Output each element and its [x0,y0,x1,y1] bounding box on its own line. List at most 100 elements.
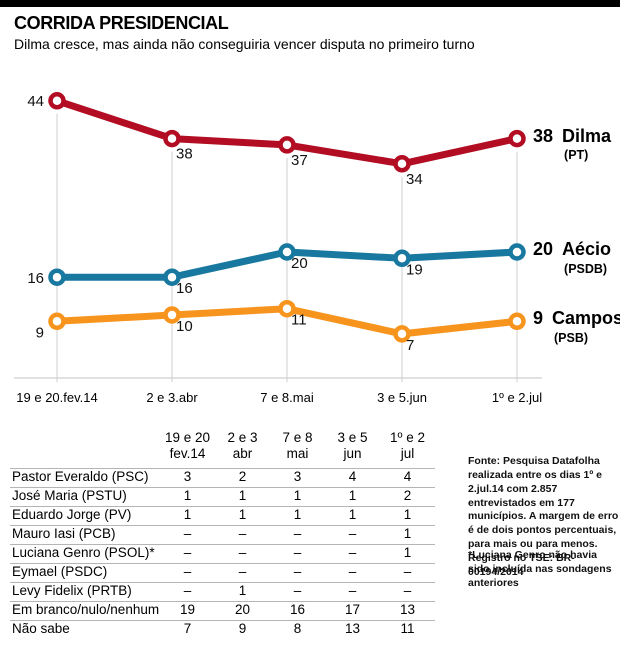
data-point-label: 20 [291,255,308,272]
table-row: José Maria (PSTU) 1 1 1 1 2 [10,486,435,506]
data-point [508,129,526,148]
x-axis-label: 3 e 5.jun [377,390,427,405]
table-cell: – [325,524,380,544]
candidate-label: Luciana Genro (PSOL)* [10,543,160,563]
table-cell: – [160,543,215,563]
data-point [508,312,526,331]
series-party: (PSDB) [564,261,608,276]
table-cell: – [215,562,270,582]
data-point-label: 38 [176,146,193,163]
table-cell: 19 [160,600,215,620]
table-cell: 1 [270,505,325,525]
table-row: Mauro Iasi (PCB) – – – –1 [10,524,435,544]
table-row: Pastor Everaldo (PSC) 3 2 3 4 4 [10,467,435,487]
table-cell: 1 [215,486,270,506]
series-label-Aécio: 20 Aécio (PSDB) [533,239,612,277]
table-col-header: 2 e 3 abr [227,430,258,462]
table-cell: 4 [380,467,435,487]
x-axis-label: 2 e 3.abr [146,390,198,405]
table-cell: – [270,543,325,563]
table-cell: 13 [380,600,435,620]
table-cell: – [325,581,380,601]
table-cell: 9 [215,619,270,639]
table-cell: 1 [160,486,215,506]
candidate-label: Em branco/nulo/nenhum [10,600,160,620]
data-point-label: 34 [406,171,423,188]
table-row: Não sabe 7 9 8 13 11 [10,619,435,639]
table-cell: 7 [160,619,215,639]
series-final-value: 20 [533,239,554,259]
table-cell: 3 [270,467,325,487]
table-cell: – [215,543,270,563]
x-axis-label: 1º e 2.jul [492,390,542,405]
data-point-label: 11 [291,312,307,329]
data-point [163,129,181,148]
data-point-label: 7 [406,337,414,354]
data-point-label: 16 [27,270,44,287]
data-point [393,155,411,173]
table-col-header: 19 e 20 fev.14 [164,430,211,462]
table-cell: – [270,524,325,544]
poll-line-chart: 19 e 20.fev.14 2 e 3.abr 7 e 8.mai 3 e 5.ju… [14,92,542,405]
data-point [48,268,66,286]
candidate-label: Não sabe [10,619,160,639]
data-point [48,92,66,110]
x-axis-label: 7 e 8.mai [260,390,314,405]
candidate-label: Pastor Everaldo (PSC) [10,467,160,487]
table-cell: – [215,524,270,544]
table-cell: 16 [270,600,325,620]
data-point [278,136,296,154]
series-name: Dilma (PT) [562,125,612,163]
data-point [48,312,66,331]
table-cell: 1 [380,505,435,525]
series-party: (PSB) [554,331,589,346]
data-point [508,243,526,261]
table-cell: – [380,562,435,582]
table-row: Levy Fidelix (PRTB) –1– – – [10,581,435,601]
minor-candidates-table: 19 e 20 fev.14 2 e 3 abr 7 e 8 mai 3 e 5 jun 1º … [10,426,435,639]
table-cell: – [270,581,325,601]
candidate-label: Mauro Iasi (PCB) [10,524,160,544]
table-cell: – [160,562,215,582]
table-cell: – [325,543,380,563]
table-cell: 1 [215,581,270,601]
data-point [163,268,181,286]
table-row: Eymael (PSDC) – – – – – [10,562,435,582]
table-header-row: 19 e 20 fev.14 2 e 3 abr 7 e 8 mai 3 e 5 jun 1º … [10,426,435,468]
series-label-Campos: 9 Campos (PSB) [533,308,620,346]
series-final-value: 38 [533,125,554,146]
x-axis-label: 19 e 20.fev.14 [16,390,97,405]
data-point-label: 16 [176,280,193,297]
data-point-label: 9 [36,324,44,341]
top-bar [0,0,620,7]
data-point [278,243,296,261]
series-name: Aécio (PSDB) [562,239,612,276]
table-cell: 1 [325,486,380,506]
page-title: CORRIDA PRESIDENCIAL [14,13,229,33]
table-row: Luciana Genro (PSOL)* – – – –1 [10,543,435,563]
data-point-label: 37 [291,152,308,169]
table-cell: 1 [215,505,270,525]
data-point [163,306,181,324]
series-final-value: 9 [533,308,544,329]
table-cell: 1 [380,524,435,544]
candidate-label: Eymael (PSDC) [10,562,160,582]
table-cell: 1 [270,486,325,506]
table-cell: 11 [380,619,435,639]
candidate-label: Levy Fidelix (PRTB) [10,581,160,601]
table-cell: – [325,562,380,582]
source-note: Fonte: Pesquisa Datafolha realizada entr… [468,455,619,578]
table-col-header: 7 e 8 mai [282,430,313,462]
series-label-Dilma: 38 Dilma (PT) [533,125,612,164]
candidate-label: José Maria (PSTU) [10,486,160,506]
series-party: (PT) [564,148,589,163]
table-cell: 8 [270,619,325,639]
table-col-header: 1º e 2 jul [390,430,425,462]
data-point-label: 10 [176,318,193,335]
table-cell: – [160,524,215,544]
table-row: Eduardo Jorge (PV) 1 1 1 1 1 [10,505,435,525]
table-cell: 17 [325,600,380,620]
table-cell: 1 [380,543,435,563]
table-col-header: 3 e 5 jun [337,430,368,462]
